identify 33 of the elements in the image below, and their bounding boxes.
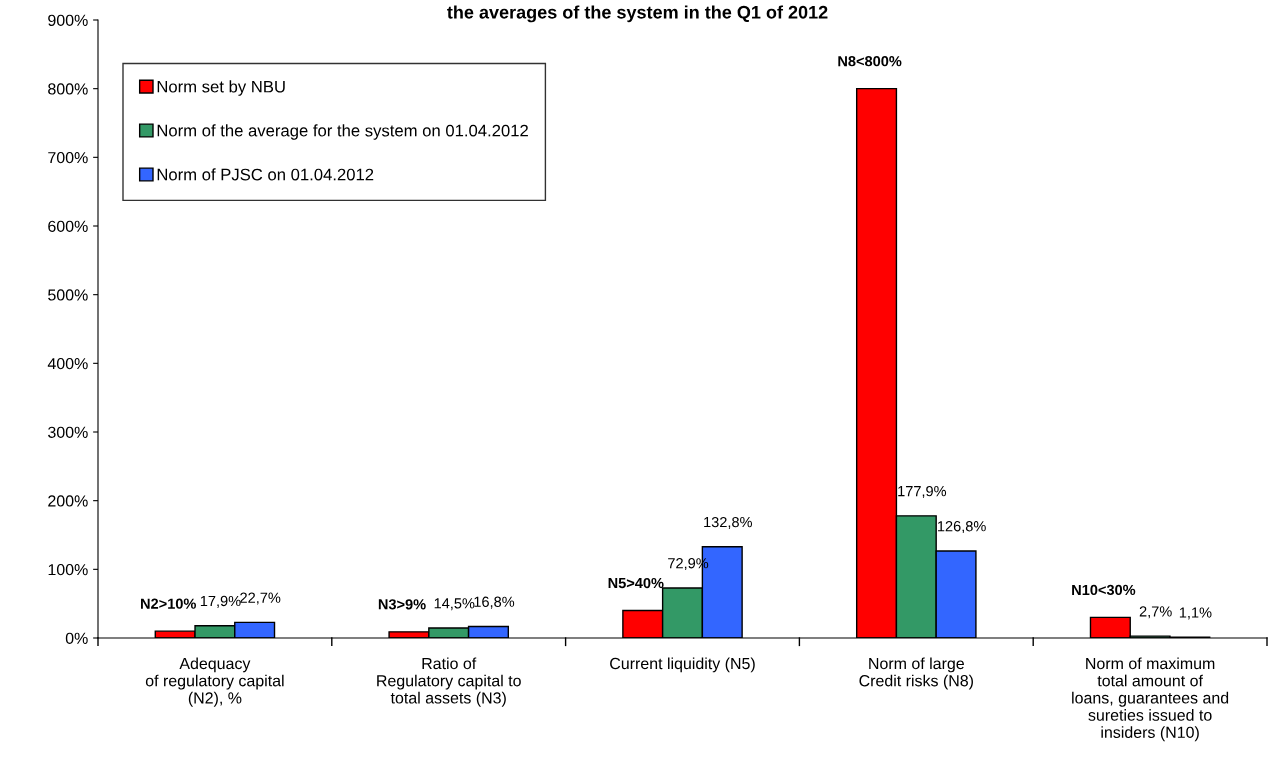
y-tick-label: 200% bbox=[48, 495, 88, 507]
data-label: 132,8% bbox=[704, 516, 753, 529]
data-label: 17,9% bbox=[200, 595, 241, 608]
data-label: N2>10% bbox=[141, 598, 196, 609]
x-tick-label: Ratio of Regulatory capital to total assets (N3) bbox=[377, 657, 521, 707]
x-tick-label: Norm of large Credit risks (N8) bbox=[859, 657, 973, 690]
x-tick-label: Adequacy of regulatory capital (N2), % bbox=[145, 657, 284, 707]
data-label: N3>9% bbox=[378, 599, 426, 610]
data-label: 14,5% bbox=[434, 598, 475, 611]
legend-label: Norm of PJSC on 01.04.2012 bbox=[157, 168, 374, 181]
y-tick-label: 400% bbox=[47, 357, 88, 370]
y-tick-label: 600% bbox=[48, 220, 88, 232]
y-tick-label: 100% bbox=[48, 563, 88, 576]
y-tick-label: 300% bbox=[48, 426, 88, 438]
data-label: N8<800% bbox=[838, 56, 902, 67]
y-tick-label: 900% bbox=[48, 14, 88, 26]
data-label: 2,7% bbox=[1139, 606, 1172, 619]
y-tick-label: 800% bbox=[48, 83, 88, 95]
chart-title: the averages of the system in the Q1 of 2012 bbox=[447, 5, 828, 23]
data-label: 16,8% bbox=[474, 596, 515, 609]
legend-label: Norm set by NBU bbox=[157, 80, 285, 96]
x-tick-label: Norm of maximum total amount of loans, guarantees and sureties issued to insiders (N10) bbox=[1072, 657, 1229, 742]
data-label: 22,7% bbox=[240, 592, 281, 605]
data-label: 126,8% bbox=[937, 521, 986, 534]
data-label: 177,9% bbox=[898, 485, 947, 499]
legend-label: Norm of the average for the system on 01.04.2012 bbox=[157, 124, 528, 140]
x-tick-label: Current liquidity (N5) bbox=[610, 657, 755, 673]
y-tick-label: 0% bbox=[65, 632, 88, 644]
data-label: 1,1% bbox=[1179, 607, 1212, 620]
data-label: N10<30% bbox=[1072, 584, 1136, 596]
y-tick-label: 700% bbox=[48, 151, 88, 164]
data-label: N5>40% bbox=[608, 577, 664, 589]
y-tick-label: 500% bbox=[48, 289, 88, 301]
